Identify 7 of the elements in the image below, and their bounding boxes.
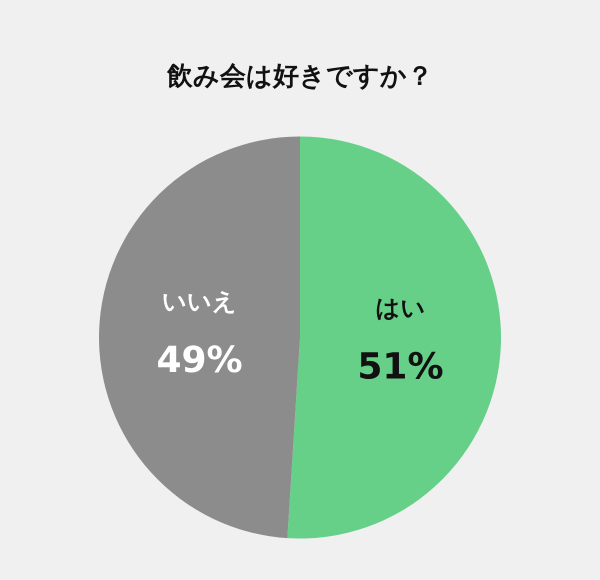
pie-slice — [99, 136, 300, 538]
pie-slice — [287, 136, 501, 538]
data-label: 51% — [357, 346, 444, 388]
chart-title: 飲み会は好きですか？ — [166, 62, 433, 92]
data-label: 49% — [156, 340, 243, 382]
slice-label: はい — [375, 294, 426, 322]
slice-label: いいえ — [162, 288, 238, 316]
